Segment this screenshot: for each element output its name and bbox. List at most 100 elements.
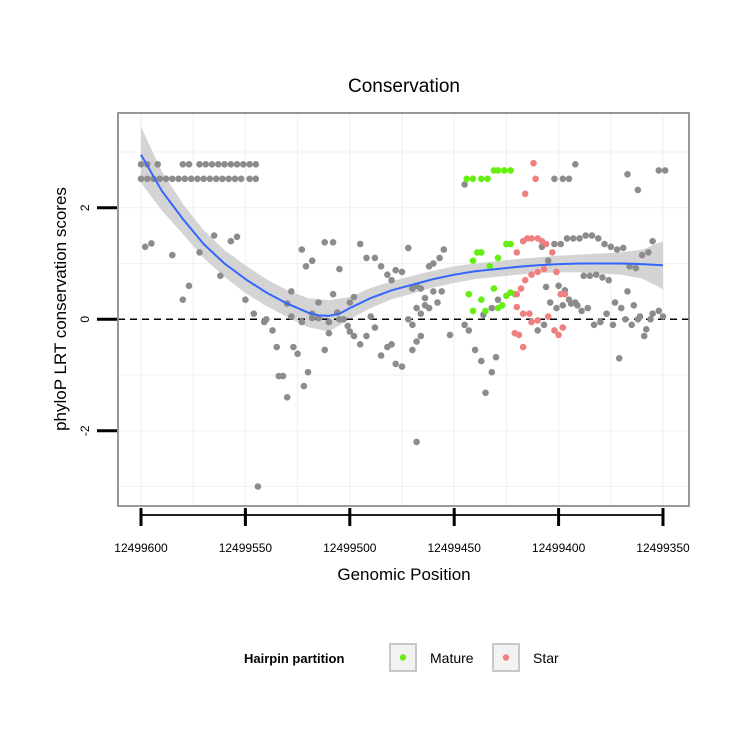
data-point-mature xyxy=(482,307,489,315)
data-point-star xyxy=(513,249,521,256)
data-point-star xyxy=(540,265,548,273)
data-point-mature xyxy=(490,285,498,292)
data-point-other xyxy=(565,296,573,304)
data-point-star xyxy=(528,235,535,242)
data-point-mature xyxy=(478,175,485,183)
data-point-other xyxy=(620,244,627,252)
data-point-other xyxy=(367,313,375,320)
data-point-other xyxy=(534,327,541,334)
data-point-star xyxy=(528,318,535,326)
data-point-other xyxy=(599,274,606,281)
data-point-other xyxy=(179,296,187,304)
data-point-other xyxy=(628,321,635,329)
data-point-mature xyxy=(469,307,477,315)
data-point-other xyxy=(388,341,395,348)
data-point-other xyxy=(580,272,587,280)
data-point-other xyxy=(377,263,385,270)
data-point-other xyxy=(425,304,433,312)
data-point-other xyxy=(624,171,631,178)
data-point-other xyxy=(624,288,631,295)
data-point-other xyxy=(246,175,253,183)
data-point-other xyxy=(179,161,187,168)
data-point-other xyxy=(290,343,297,351)
data-point-other xyxy=(482,389,489,397)
data-point-other xyxy=(440,246,448,253)
data-point-other xyxy=(321,239,329,246)
data-point-star xyxy=(561,290,569,298)
data-point-other xyxy=(298,318,306,326)
x-tick-label: 12499500 xyxy=(323,541,377,555)
data-point-other xyxy=(413,438,420,446)
data-point-other xyxy=(551,240,558,248)
data-point-star xyxy=(530,159,537,167)
data-point-other xyxy=(544,257,552,265)
data-point-mature xyxy=(494,254,502,262)
data-point-other xyxy=(661,167,669,174)
data-point-other xyxy=(446,331,454,339)
legend-label-mature: Mature xyxy=(430,650,474,666)
data-point-other xyxy=(356,240,364,248)
data-point-other xyxy=(582,232,589,239)
data-point-other xyxy=(227,237,235,245)
data-point-other xyxy=(202,161,209,168)
data-point-other xyxy=(494,296,502,304)
data-point-other xyxy=(632,264,640,272)
data-point-other xyxy=(288,313,295,320)
data-point-other xyxy=(325,318,333,326)
data-point-other xyxy=(215,161,222,168)
data-point-other xyxy=(194,175,201,183)
x-tick-label: 12499400 xyxy=(532,541,586,555)
data-point-other xyxy=(559,302,567,309)
data-point-other xyxy=(592,271,600,279)
data-point-other xyxy=(169,251,176,259)
data-point-other xyxy=(254,483,262,490)
data-point-other xyxy=(572,299,579,306)
data-point-other xyxy=(597,318,604,326)
data-point-other xyxy=(212,175,220,183)
data-point-star xyxy=(555,331,562,339)
data-point-other xyxy=(649,310,656,318)
data-point-other xyxy=(315,299,322,306)
data-point-other xyxy=(181,175,189,183)
data-point-other xyxy=(430,288,437,295)
data-point-other xyxy=(471,346,479,354)
data-point-other xyxy=(409,346,416,354)
x-tick-label: 12499550 xyxy=(219,541,273,555)
data-point-other xyxy=(590,321,598,329)
data-point-other xyxy=(601,240,608,248)
data-point-other xyxy=(630,302,638,309)
data-point-other xyxy=(645,249,652,256)
data-point-other xyxy=(595,235,602,242)
data-point-other xyxy=(336,265,343,273)
data-point-star xyxy=(532,175,539,183)
data-point-other xyxy=(206,175,214,183)
data-point-other xyxy=(492,353,500,361)
data-point-other xyxy=(613,246,621,253)
data-point-other xyxy=(144,175,151,183)
legend: Hairpin partition Mature Star xyxy=(244,643,559,672)
data-point-other xyxy=(478,357,485,365)
data-point-other xyxy=(559,175,567,183)
data-point-other xyxy=(219,175,226,183)
data-point-star xyxy=(528,271,535,279)
data-point-other xyxy=(252,161,260,168)
y-tick-label: -2 xyxy=(78,425,92,436)
y-axis-title: phyloP LRT conservation scores xyxy=(51,187,70,431)
data-point-other xyxy=(421,294,429,302)
data-point-other xyxy=(634,186,642,194)
data-point-other xyxy=(210,232,218,239)
data-point-other xyxy=(377,352,385,359)
data-point-other xyxy=(430,260,437,267)
data-point-other xyxy=(605,276,612,284)
data-point-other xyxy=(647,316,654,323)
data-point-other xyxy=(363,254,370,262)
data-point-other xyxy=(569,235,577,242)
data-point-other xyxy=(246,161,253,168)
data-point-other xyxy=(283,394,291,401)
data-point-mature xyxy=(465,290,473,298)
data-point-other xyxy=(607,243,615,251)
x-tick-label: 12499350 xyxy=(636,541,690,555)
data-point-other xyxy=(350,293,358,301)
data-point-other xyxy=(417,310,425,318)
series-other xyxy=(137,161,669,490)
